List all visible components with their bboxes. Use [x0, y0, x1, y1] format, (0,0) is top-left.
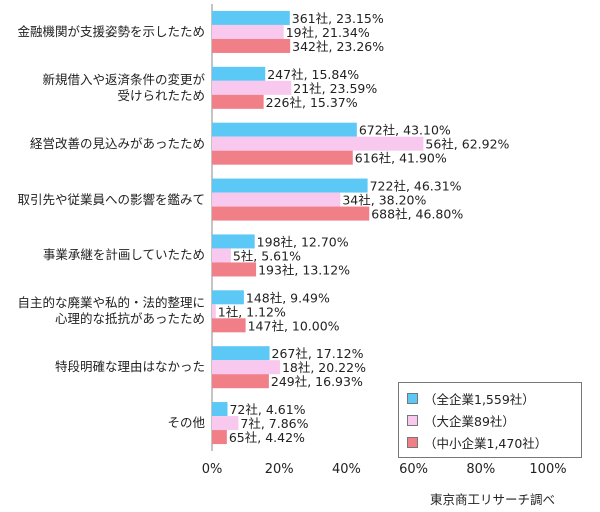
bar-all: [212, 234, 255, 249]
x-tick-label: 80%: [466, 462, 495, 477]
value-label-all: 247社, 15.84%: [267, 67, 359, 82]
legend-swatch-large: [407, 414, 418, 426]
x-tick-label: 60%: [399, 462, 428, 477]
legend-label-all: （全企業1,559社）: [424, 391, 535, 407]
legend-item-sme: （中小企業1,470社）: [407, 431, 575, 453]
category-label: 特段明確な理由はなかった: [54, 359, 205, 375]
value-label-sme: 688社, 46.80%: [371, 207, 463, 222]
bar-large: [212, 416, 239, 431]
value-label-large: 1社, 1.12%: [218, 304, 286, 319]
bar-large: [212, 80, 292, 95]
x-tick-label: 40%: [332, 462, 361, 477]
bar-sme: [212, 150, 353, 165]
category-label: 新規借入や返済条件の変更が 受けられたため: [42, 71, 205, 103]
bar-all: [212, 290, 244, 305]
legend-item-large: （大企業89社）: [407, 409, 575, 431]
value-label-all: 72社, 4.61%: [229, 402, 305, 417]
bar-sme: [212, 206, 370, 221]
legend-label-sme: （中小企業1,470社）: [424, 435, 548, 451]
bar-all: [212, 178, 368, 193]
category-label: 金融機関が支援姿勢を示したため: [17, 23, 205, 39]
bar-large: [212, 248, 231, 263]
bar-large: [212, 304, 216, 319]
category-label: 経営改善の見込みがあったため: [29, 135, 205, 151]
value-label-sme: 147社, 10.00%: [248, 318, 340, 333]
x-tick-label: 0%: [202, 462, 223, 477]
bar-all: [212, 402, 228, 417]
legend-item-all: （全企業1,559社）: [407, 387, 575, 409]
value-label-all: 361社, 23.15%: [292, 11, 384, 26]
value-label-all: 672社, 43.10%: [359, 123, 451, 138]
legend-swatch-sme: [407, 436, 418, 448]
value-label-large: 19社, 21.34%: [286, 25, 370, 40]
category-label: 事業承継を計画していたため: [42, 247, 205, 263]
value-label-all: 148社, 9.49%: [246, 290, 330, 305]
legend-label-large: （大企業89社）: [424, 413, 515, 429]
value-label-large: 56社, 62.92%: [425, 137, 509, 152]
x-tick-label: 20%: [265, 462, 294, 477]
bar-large: [212, 192, 341, 207]
bar-sme: [212, 38, 291, 53]
x-tick-label: 100%: [529, 462, 566, 477]
bar-all: [212, 10, 290, 25]
value-label-large: 5社, 5.61%: [233, 248, 301, 263]
legend: （全企業1,559社） （大企業89社） （中小企業1,470社）: [398, 382, 582, 458]
value-label-sme: 226社, 15.37%: [266, 95, 358, 110]
value-label-all: 198社, 12.70%: [257, 234, 349, 249]
bar-large: [212, 136, 424, 151]
value-label-large: 21社, 23.59%: [293, 81, 377, 96]
legend-swatch-all: [407, 392, 418, 404]
bar-sme: [212, 430, 227, 445]
category-label: その他: [167, 415, 205, 431]
value-label-all: 267社, 17.12%: [272, 346, 364, 361]
bar-sme: [212, 318, 246, 333]
value-label-sme: 65社, 4.42%: [229, 430, 305, 445]
bar-sme: [212, 374, 269, 389]
bar-large: [212, 360, 280, 375]
value-label-large: 18社, 20.22%: [282, 360, 366, 375]
source-note: 東京商工リサーチ調べ: [430, 492, 556, 507]
bar-all: [212, 346, 270, 361]
bar-sme: [212, 94, 264, 109]
bar-all: [212, 66, 266, 81]
value-label-sme: 616社, 41.90%: [355, 151, 447, 166]
value-label-all: 722社, 46.31%: [370, 179, 462, 194]
value-label-sme: 342社, 23.26%: [292, 39, 384, 54]
bar-sme: [212, 262, 257, 277]
value-label-sme: 249社, 16.93%: [271, 374, 363, 389]
category-label: 取引先や従業員への影響を鑑みて: [17, 191, 205, 207]
value-label-sme: 193社, 13.12%: [258, 262, 350, 277]
value-label-large: 7社, 7.86%: [240, 416, 308, 431]
bar-large: [212, 24, 284, 39]
value-label-large: 34社, 38.20%: [342, 193, 426, 208]
category-label: 自主的な廃業や私的・法的整理に 心理的な抵抗があったため: [17, 295, 205, 327]
bar-all: [212, 122, 357, 137]
